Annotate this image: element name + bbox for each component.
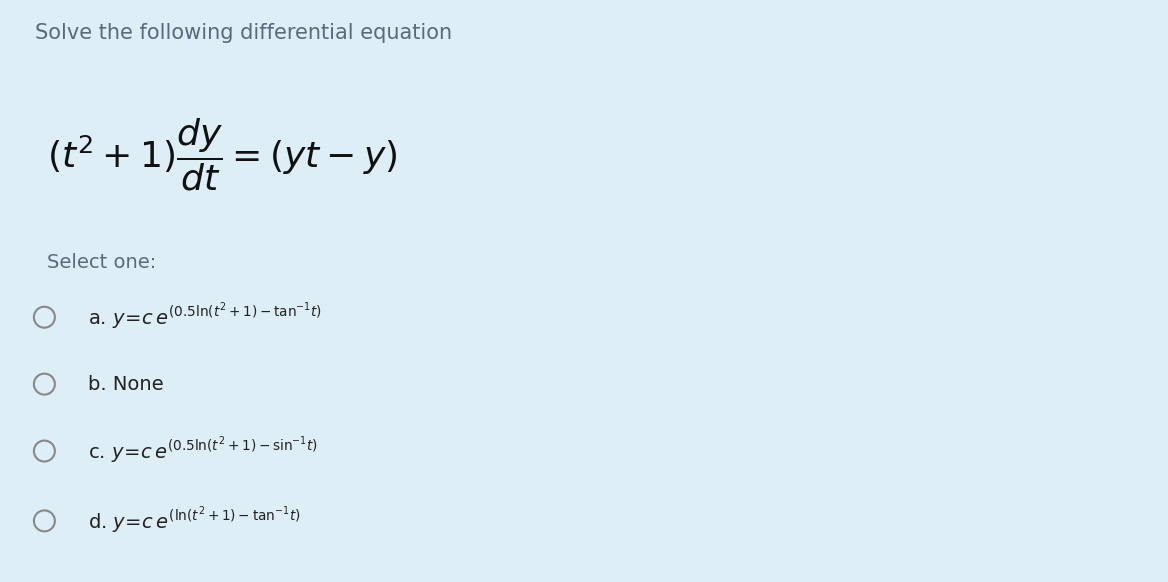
Text: Solve the following differential equation: Solve the following differential equatio… (35, 23, 452, 43)
Text: d. $y\!=\!c\,e^{(\ln(t^2+1)-\tan^{-1}\!t)}$: d. $y\!=\!c\,e^{(\ln(t^2+1)-\tan^{-1}\!t… (88, 506, 300, 536)
Text: c. $y\!=\!c\,e^{(0.5\ln(t^2+1)-\sin^{-1}\!t)}$: c. $y\!=\!c\,e^{(0.5\ln(t^2+1)-\sin^{-1}… (88, 436, 318, 466)
Text: b. None: b. None (88, 375, 164, 393)
Text: $(t^2+1)\dfrac{dy}{dt} = (yt-y)$: $(t^2+1)\dfrac{dy}{dt} = (yt-y)$ (47, 116, 397, 193)
Text: a. $y\!=\!c\,e^{(0.5\ln(t^2+1)-\tan^{-1}\!t)}$: a. $y\!=\!c\,e^{(0.5\ln(t^2+1)-\tan^{-1}… (88, 302, 321, 332)
Text: Select one:: Select one: (47, 253, 157, 272)
